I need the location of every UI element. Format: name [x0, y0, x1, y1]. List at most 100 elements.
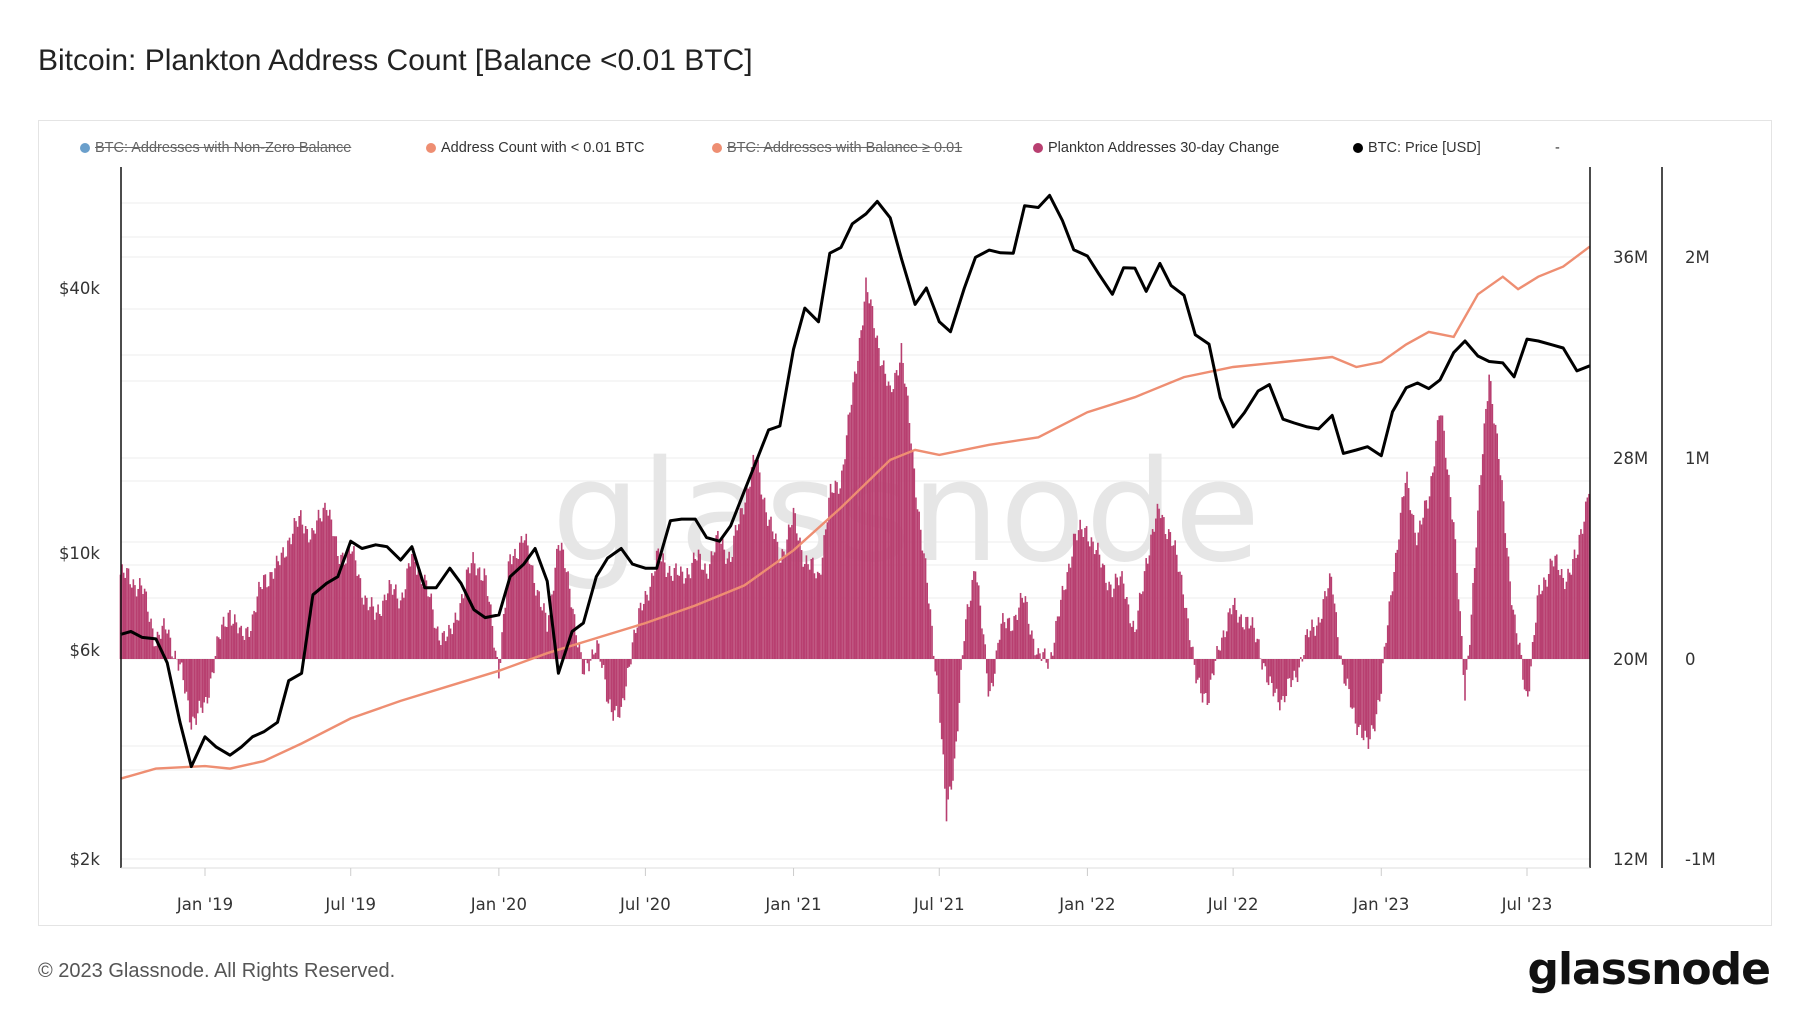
change-bar [1340, 655, 1342, 659]
change-bar [1536, 595, 1539, 659]
legend-item-balance-above[interactable]: BTC: Addresses with Balance ≥ 0.01 [712, 140, 962, 156]
change-bar [216, 636, 218, 659]
change-bar [953, 659, 956, 759]
change-bar [337, 555, 339, 659]
legend-item-extra[interactable]: - [1555, 140, 1560, 156]
change-bar [1121, 571, 1123, 659]
change-bar [1108, 581, 1110, 659]
change-bar [1187, 618, 1189, 659]
change-bar [1282, 659, 1284, 697]
change-bar [844, 459, 846, 659]
change-bar [583, 659, 586, 675]
change-bar [881, 365, 883, 659]
change-bar [1184, 607, 1186, 659]
change-bar [623, 659, 626, 701]
change-bar [710, 551, 713, 659]
change-bar [1113, 588, 1115, 659]
change-bar [317, 509, 320, 659]
change-bar [135, 596, 138, 659]
change-bar [1361, 659, 1363, 738]
change-bar [219, 639, 222, 659]
change-bar [1432, 472, 1434, 659]
change-bar [1179, 571, 1181, 659]
change-bar [1055, 620, 1057, 659]
change-bar [1448, 474, 1450, 659]
change-bar [1119, 576, 1122, 659]
change-bar [750, 467, 753, 659]
change-bar [461, 594, 463, 659]
change-bar [1523, 659, 1526, 690]
change-bar [140, 585, 143, 659]
change-bar [1433, 466, 1436, 659]
change-bar [1245, 616, 1247, 659]
change-bar [1452, 522, 1455, 659]
change-bar [229, 610, 231, 659]
change-bar [193, 659, 196, 719]
legend-item-non-zero-balance[interactable]: BTC: Addresses with Non-Zero Balance [80, 140, 351, 156]
change-bar [828, 497, 830, 659]
change-bar [1258, 639, 1260, 659]
change-bar [966, 604, 969, 659]
change-bar [1006, 618, 1009, 659]
change-bar [1266, 659, 1268, 683]
change-bar [1277, 659, 1280, 703]
change-bar [233, 614, 236, 659]
change-bar [686, 568, 689, 659]
change-bar [807, 564, 809, 659]
change-bar [1005, 628, 1007, 659]
change-bar [1336, 637, 1339, 659]
change-bar [607, 659, 610, 704]
legend-dot-icon [1353, 143, 1363, 153]
change-bar [1069, 567, 1072, 659]
change-bar [1051, 655, 1054, 659]
change-bar [849, 412, 851, 659]
legend-item-address-count[interactable]: Address Count with < 0.01 BTC [426, 140, 645, 156]
page-title: Bitcoin: Plankton Address Count [Balance… [38, 44, 753, 77]
change-bar [1084, 527, 1086, 659]
change-bar [129, 584, 131, 659]
change-bar [663, 562, 666, 659]
change-bar [934, 659, 937, 672]
change-bar [580, 652, 582, 659]
change-bar [1365, 659, 1368, 738]
change-bar [1061, 585, 1064, 659]
change-bar [208, 659, 210, 698]
change-bar [217, 637, 220, 659]
change-bar [845, 435, 848, 659]
change-bar [385, 600, 387, 659]
change-bar [945, 659, 948, 822]
change-bar [960, 659, 962, 670]
change-bar [1531, 641, 1534, 659]
change-bar [444, 641, 447, 659]
change-bar [515, 558, 518, 659]
change-bar [280, 552, 283, 659]
change-bar [399, 600, 402, 659]
glassnode-logo[interactable]: glassnode [1527, 944, 1771, 995]
change-bar [1441, 415, 1444, 659]
change-bar [1047, 659, 1049, 669]
change-bar [989, 659, 991, 692]
legend-label: BTC: Addresses with Non-Zero Balance [95, 140, 352, 156]
change-bar [612, 659, 614, 721]
change-bar [1325, 596, 1328, 659]
change-bar [285, 556, 288, 659]
change-bar [459, 603, 462, 659]
change-bar [1287, 659, 1289, 679]
change-bar [366, 597, 368, 659]
change-bar [1230, 614, 1233, 659]
legend-item-30-day-change[interactable]: Plankton Addresses 30-day Change [1033, 140, 1279, 156]
change-bar [1333, 603, 1336, 659]
change-bar [597, 643, 600, 659]
change-bar [699, 553, 701, 659]
change-bar [834, 480, 837, 659]
change-bar [911, 449, 914, 659]
legend-item-price[interactable]: BTC: Price [USD] [1353, 140, 1481, 156]
change-bar [290, 544, 292, 659]
change-bar [1444, 457, 1447, 659]
change-bar [264, 574, 267, 659]
change-bar [535, 595, 537, 659]
change-bar [721, 538, 724, 659]
change-bar [433, 627, 436, 659]
change-bar [1568, 572, 1571, 659]
change-bar [1435, 440, 1437, 659]
